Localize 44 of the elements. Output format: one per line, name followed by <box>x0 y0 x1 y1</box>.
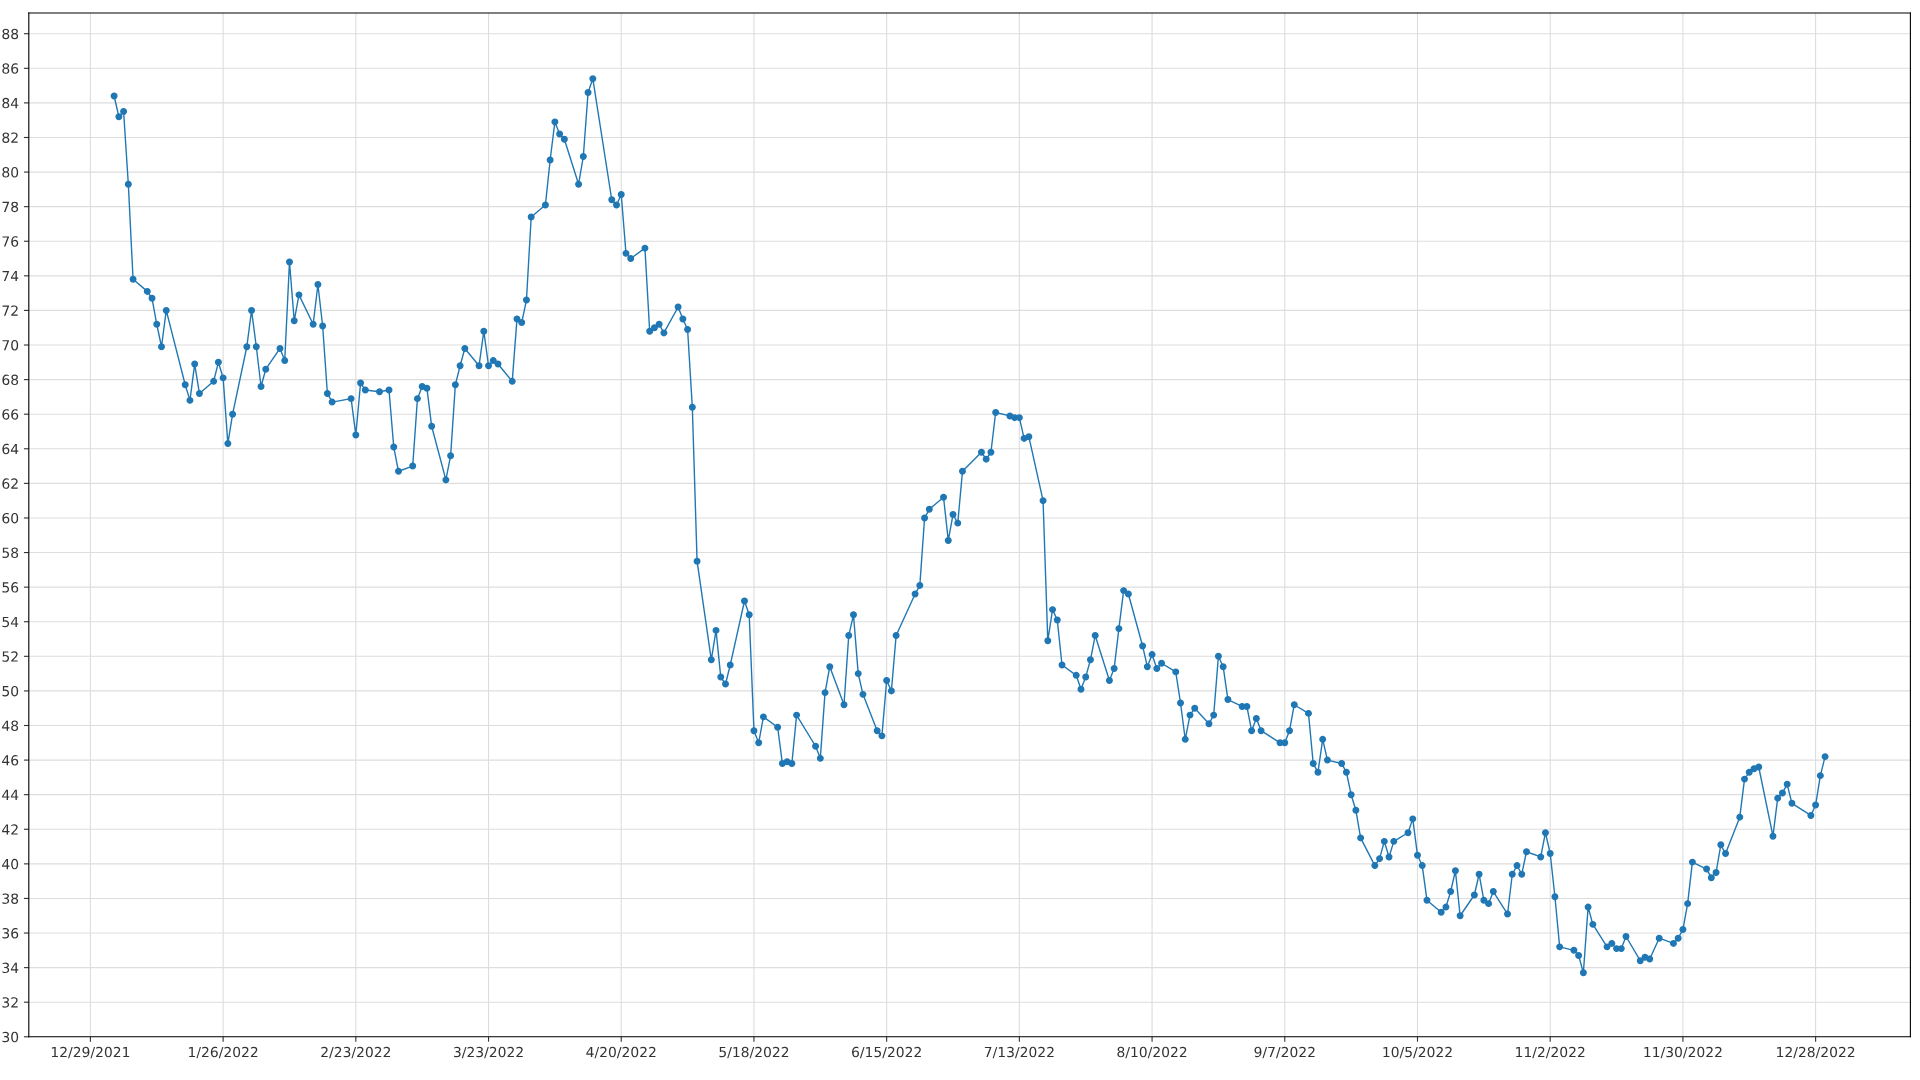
y-tick-label: 44 <box>2 789 19 800</box>
x-tick-label: 12/28/2022 <box>1777 1046 1855 1059</box>
x-tick-label: 9/7/2022 <box>1254 1046 1315 1059</box>
x-tick-label: 12/29/2021 <box>51 1046 130 1059</box>
y-tick-label: 64 <box>2 443 19 455</box>
y-tick-label: 46 <box>2 755 19 766</box>
y-tick-label: 72 <box>2 305 18 316</box>
x-tick-label: 7/13/2022 <box>984 1046 1054 1059</box>
y-tick-label: 48 <box>2 720 19 731</box>
x-tick-label: 1/26/2022 <box>189 1046 258 1059</box>
y-tick-label: 76 <box>2 236 19 247</box>
x-tick-label: 6/15/2022 <box>852 1046 921 1059</box>
y-tick-label: 52 <box>2 651 18 662</box>
y-tick-label: 66 <box>2 409 19 420</box>
y-tick-label: 40 <box>2 858 19 870</box>
y-tick-label: 60 <box>2 512 19 524</box>
y-tick-label: 86 <box>2 63 19 74</box>
y-tick-label: 36 <box>2 928 19 939</box>
y-tick-label: 80 <box>2 167 19 178</box>
y-tick-label: 88 <box>2 28 19 40</box>
x-tick-label: 4/20/2022 <box>586 1046 656 1059</box>
y-tick-label: 62 <box>2 478 18 489</box>
y-tick-label: 58 <box>2 547 19 559</box>
x-tick-label: 11/30/2022 <box>1644 1046 1722 1059</box>
y-tick-label: 70 <box>2 339 19 351</box>
y-tick-label: 84 <box>2 97 19 109</box>
y-tick-label: 50 <box>2 685 19 697</box>
x-tick-label: 2/23/2022 <box>321 1046 391 1059</box>
y-tick-label: 30 <box>2 1031 19 1043</box>
x-tick-label: 8/10/2022 <box>1117 1046 1187 1059</box>
y-tick-label: 78 <box>2 201 19 213</box>
y-tick-label: 82 <box>2 132 18 143</box>
x-tick-label: 3/23/2022 <box>453 1046 523 1059</box>
y-tick-label: 68 <box>2 374 19 386</box>
y-tick-label: 54 <box>2 616 19 628</box>
x-tick-label: 5/18/2022 <box>719 1046 789 1059</box>
y-tick-label: 42 <box>2 824 18 835</box>
y-tick-label: 38 <box>2 893 19 904</box>
x-tick-label: 11/2/2022 <box>1516 1046 1585 1059</box>
y-tick-label: 74 <box>2 270 19 282</box>
y-tick-label: 34 <box>2 962 19 974</box>
y-tick-label: 32 <box>2 997 18 1008</box>
y-tick-label: 56 <box>2 582 19 593</box>
x-tick-label: 10/5/2022 <box>1383 1046 1452 1059</box>
